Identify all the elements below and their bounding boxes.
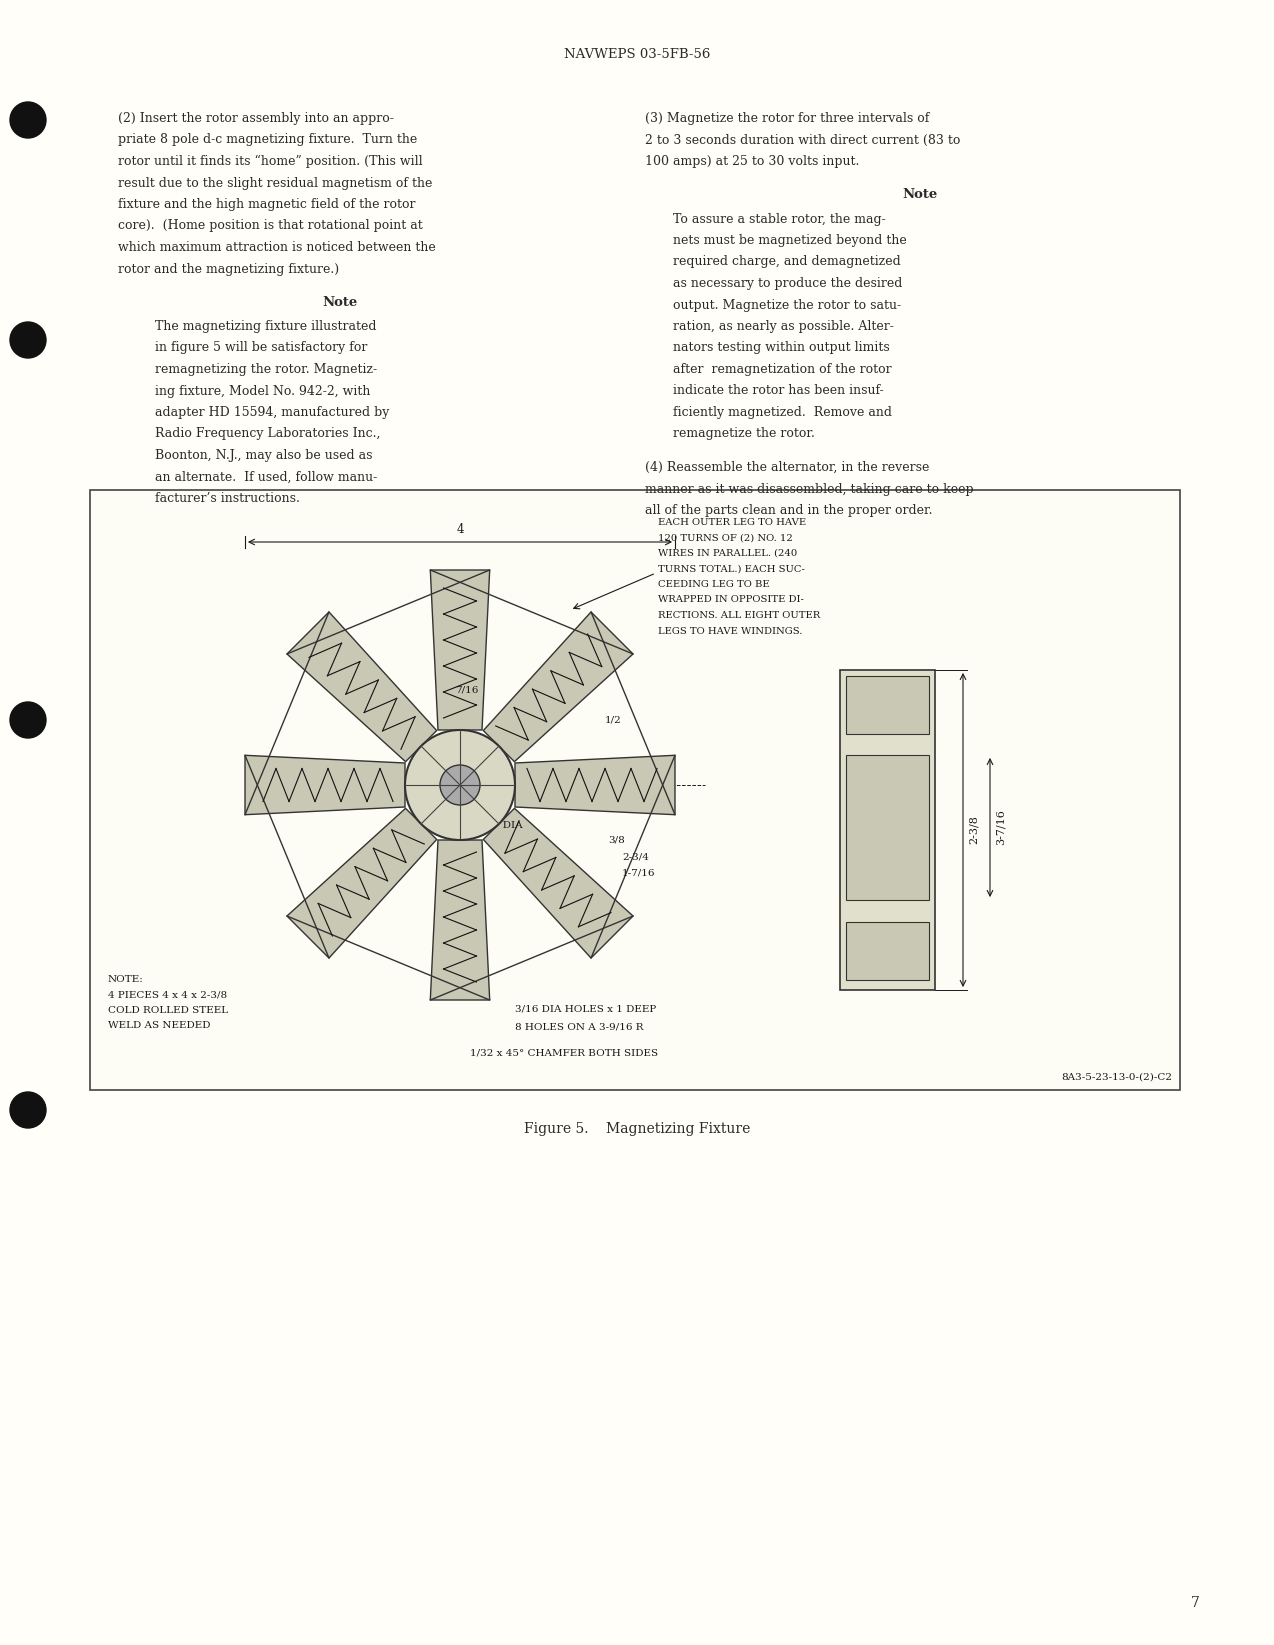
Text: 120 TURNS OF (2) NO. 12: 120 TURNS OF (2) NO. 12 [657, 533, 792, 543]
Circle shape [10, 1092, 46, 1128]
Polygon shape [431, 841, 489, 1000]
Circle shape [10, 102, 46, 138]
Bar [90, 490, 1180, 1091]
Text: COLD ROLLED STEEL: COLD ROLLED STEEL [108, 1007, 228, 1015]
Circle shape [10, 702, 46, 739]
Text: 8 HOLES ON A 3-9/16 R: 8 HOLES ON A 3-9/16 R [515, 1022, 643, 1031]
Text: ration, as nearly as possible. Alter-: ration, as nearly as possible. Alter- [673, 321, 894, 332]
Text: 1.700" DIA: 1.700" DIA [465, 821, 522, 831]
Circle shape [440, 765, 480, 804]
Text: 3-7/16: 3-7/16 [996, 809, 1006, 846]
Circle shape [405, 730, 515, 841]
Text: output. Magnetize the rotor to satu-: output. Magnetize the rotor to satu- [673, 298, 901, 311]
Text: facturer’s instructions.: facturer’s instructions. [155, 492, 299, 505]
Text: result due to the slight residual magnetism of the: result due to the slight residual magnet… [118, 176, 432, 189]
Bar [840, 670, 935, 990]
Text: WIRES IN PARALLEL. (240: WIRES IN PARALLEL. (240 [657, 549, 798, 558]
Text: WRAPPED IN OPPOSITE DI-: WRAPPED IN OPPOSITE DI- [657, 595, 804, 604]
Text: WELD AS NEEDED: WELD AS NEEDED [108, 1022, 210, 1030]
Text: (4) Reassemble the alternator, in the reverse: (4) Reassemble the alternator, in the re… [645, 461, 929, 474]
Polygon shape [287, 612, 437, 762]
Text: 2-3/8: 2-3/8 [970, 816, 978, 844]
Bar [846, 755, 929, 900]
Text: ing fixture, Model No. 942-2, with: ing fixture, Model No. 942-2, with [155, 385, 371, 398]
Text: adapter HD 15594, manufactured by: adapter HD 15594, manufactured by [155, 406, 390, 419]
Text: 3/8: 3/8 [608, 836, 624, 844]
Text: Figure 5.    Magnetizing Fixture: Figure 5. Magnetizing Fixture [524, 1122, 750, 1137]
Text: required charge, and demagnetized: required charge, and demagnetized [673, 255, 901, 268]
Text: after  remagnetization of the rotor: after remagnetization of the rotor [673, 364, 892, 377]
Text: 100 amps) at 25 to 30 volts input.: 100 amps) at 25 to 30 volts input. [645, 155, 860, 168]
Text: 3/16 DIA HOLES x 1 DEEP: 3/16 DIA HOLES x 1 DEEP [515, 1005, 656, 1013]
Text: (2) Insert the rotor assembly into an appro-: (2) Insert the rotor assembly into an ap… [118, 112, 394, 125]
Text: nets must be magnetized beyond the: nets must be magnetized beyond the [673, 234, 907, 247]
Bar [846, 921, 929, 980]
Text: EACH OUTER LEG TO HAVE: EACH OUTER LEG TO HAVE [657, 518, 806, 526]
Polygon shape [287, 808, 437, 957]
Bar [846, 676, 929, 734]
Text: Note: Note [902, 189, 938, 201]
Text: ficiently magnetized.  Remove and: ficiently magnetized. Remove and [673, 406, 892, 419]
Text: The magnetizing fixture illustrated: The magnetizing fixture illustrated [155, 321, 377, 332]
Text: fixture and the high magnetic field of the rotor: fixture and the high magnetic field of t… [118, 197, 415, 211]
Text: an alternate.  If used, follow manu-: an alternate. If used, follow manu- [155, 470, 377, 484]
Text: 1.699": 1.699" [465, 808, 499, 816]
Text: 7/16: 7/16 [455, 686, 478, 694]
Text: nators testing within output limits: nators testing within output limits [673, 342, 889, 355]
Text: TURNS TOTAL.) EACH SUC-: TURNS TOTAL.) EACH SUC- [657, 564, 805, 574]
Polygon shape [431, 571, 489, 730]
Circle shape [10, 322, 46, 359]
Text: Radio Frequency Laboratories Inc.,: Radio Frequency Laboratories Inc., [155, 428, 381, 441]
Text: To assure a stable rotor, the mag-: To assure a stable rotor, the mag- [673, 212, 885, 225]
Polygon shape [483, 808, 633, 957]
Text: core).  (Home position is that rotational point at: core). (Home position is that rotational… [118, 219, 423, 232]
Text: 2 to 3 seconds duration with direct current (83 to: 2 to 3 seconds duration with direct curr… [645, 133, 961, 146]
Text: NOTE:: NOTE: [108, 975, 144, 984]
Text: manner as it was disassembled, taking care to keep: manner as it was disassembled, taking ca… [645, 482, 973, 495]
Text: 8A3-5-23-13-0-(2)-C2: 8A3-5-23-13-0-(2)-C2 [1061, 1073, 1172, 1082]
Text: 4 PIECES 4 x 4 x 2-3/8: 4 PIECES 4 x 4 x 2-3/8 [108, 990, 227, 1000]
Text: LEGS TO HAVE WINDINGS.: LEGS TO HAVE WINDINGS. [657, 627, 803, 635]
Text: indicate the rotor has been insuf-: indicate the rotor has been insuf- [673, 385, 884, 398]
Text: priate 8 pole d-c magnetizing fixture.  Turn the: priate 8 pole d-c magnetizing fixture. T… [118, 133, 418, 146]
Text: Note: Note [322, 296, 358, 309]
Polygon shape [515, 755, 675, 814]
Polygon shape [245, 755, 405, 814]
Text: 1-7/16: 1-7/16 [622, 869, 656, 877]
Text: in figure 5 will be satisfactory for: in figure 5 will be satisfactory for [155, 342, 367, 355]
Text: 4: 4 [456, 523, 464, 536]
Text: Boonton, N.J., may also be used as: Boonton, N.J., may also be used as [155, 449, 372, 462]
Text: as necessary to produce the desired: as necessary to produce the desired [673, 276, 902, 290]
Text: rotor and the magnetizing fixture.): rotor and the magnetizing fixture.) [118, 263, 339, 275]
Text: 1/32 x 45° CHAMFER BOTH SIDES: 1/32 x 45° CHAMFER BOTH SIDES [470, 1048, 659, 1058]
Polygon shape [483, 612, 633, 762]
Text: remagnetizing the rotor. Magnetiz-: remagnetizing the rotor. Magnetiz- [155, 364, 377, 377]
Text: remagnetize the rotor.: remagnetize the rotor. [673, 428, 815, 441]
Text: (3) Magnetize the rotor for three intervals of: (3) Magnetize the rotor for three interv… [645, 112, 929, 125]
Text: CEEDING LEG TO BE: CEEDING LEG TO BE [657, 581, 769, 589]
Text: 7: 7 [1191, 1596, 1200, 1610]
Text: RECTIONS. ALL EIGHT OUTER: RECTIONS. ALL EIGHT OUTER [657, 610, 820, 620]
Text: rotor until it finds its “home” position. (This will: rotor until it finds its “home” position… [118, 155, 423, 168]
Text: all of the parts clean and in the proper order.: all of the parts clean and in the proper… [645, 503, 933, 517]
Text: 1/2: 1/2 [605, 716, 622, 724]
Text: 2-3/4: 2-3/4 [622, 852, 648, 862]
Text: NAVWEPS 03-5FB-56: NAVWEPS 03-5FB-56 [564, 48, 710, 61]
Text: which maximum attraction is noticed between the: which maximum attraction is noticed betw… [118, 242, 436, 253]
